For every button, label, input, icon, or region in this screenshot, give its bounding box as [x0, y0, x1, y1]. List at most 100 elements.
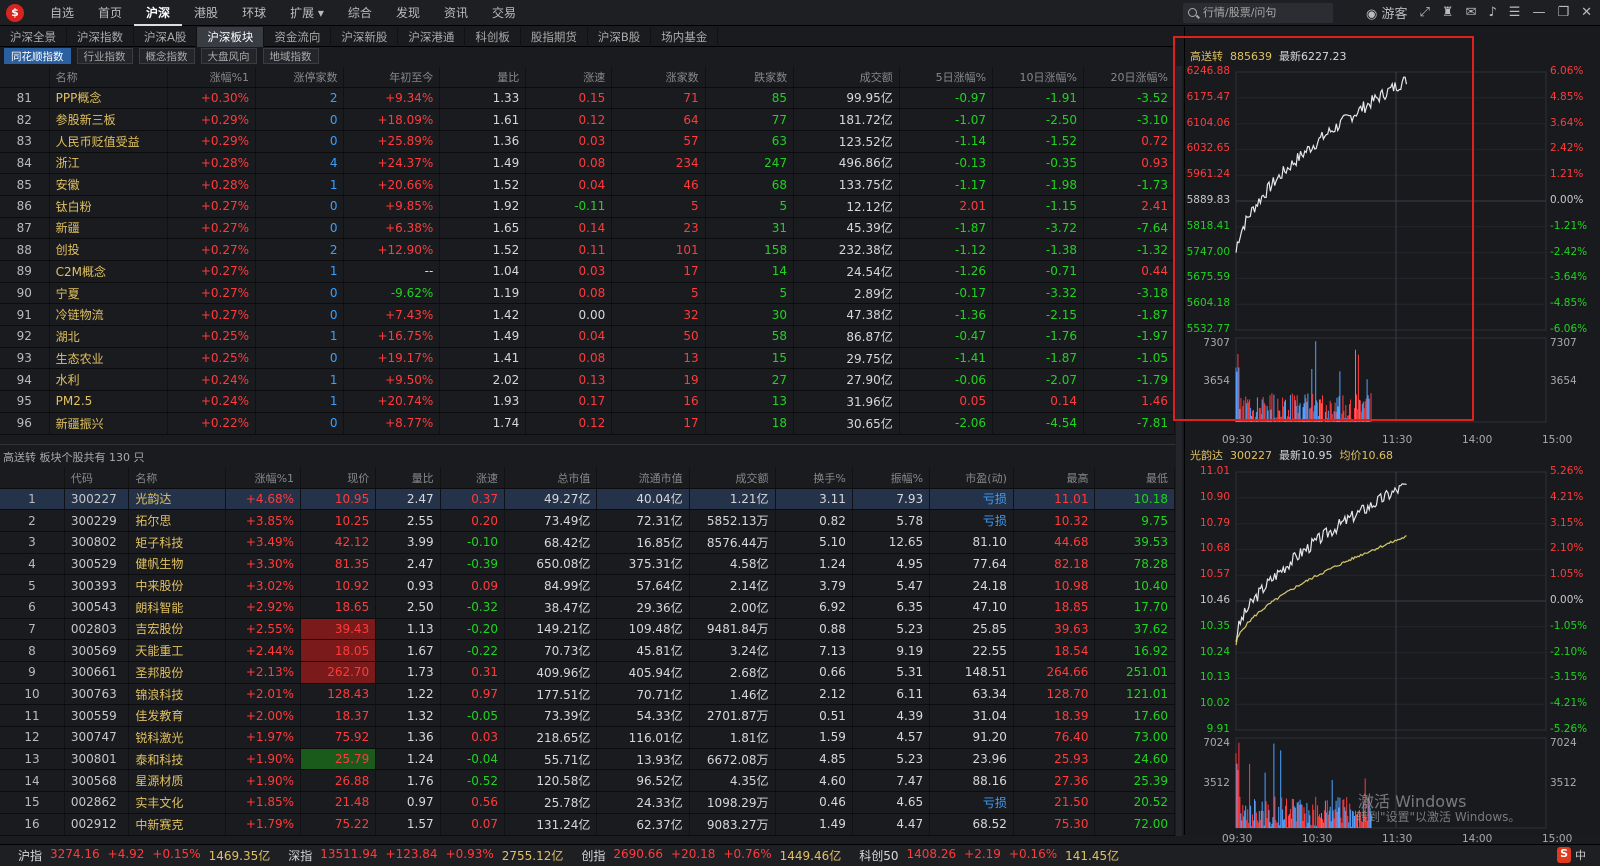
column-header[interactable]: 跌家数	[705, 67, 795, 88]
nav-item[interactable]: 发现	[395, 5, 420, 20]
mail-icon[interactable]: ✉	[1465, 5, 1477, 20]
filter-tab[interactable]: 地域指数	[262, 48, 319, 64]
sector-row[interactable]: 90 宁夏 +0.27% 0 -9.62% 1.19 0.08 5 5 2.89亿 -0.17 -3.…	[0, 282, 1176, 305]
stock-row[interactable]: 12 300747 锐科激光 +1.97% 75.92 1.36 0.03 218.65亿 11…	[0, 726, 1175, 749]
nav-item[interactable]: 扩展 ▾	[290, 5, 324, 20]
column-header[interactable]: 最高	[1013, 468, 1096, 489]
nav-item[interactable]: 自选	[50, 5, 75, 20]
index-ticker[interactable]: 科创50 1408.26 +2.19 +0.16% 141.45亿	[859, 847, 1119, 864]
subtab[interactable]: 沪深指数	[67, 27, 134, 47]
search-input[interactable]: 行情/股票/问句	[1183, 3, 1333, 23]
scrollbar[interactable]	[1176, 66, 1182, 836]
subtab[interactable]: 沪深港通	[398, 27, 466, 47]
sogou-icon[interactable]: S	[1557, 847, 1571, 863]
user-icon[interactable]: ◉ 游客	[1366, 7, 1408, 22]
subtab[interactable]: 场内基金	[651, 27, 719, 47]
bell-icon[interactable]: ♪	[1488, 5, 1497, 20]
column-header[interactable]	[0, 468, 65, 489]
column-header[interactable]: 最低	[1094, 468, 1175, 489]
sector-row[interactable]: 87 新疆 +0.27% 0 +6.38% 1.65 0.14 23 31 45.39亿 -1.87…	[0, 217, 1176, 240]
column-header[interactable]: 换手%	[775, 468, 853, 489]
column-header[interactable]: 涨家数	[611, 67, 706, 88]
column-header[interactable]: 年初至今	[343, 67, 441, 88]
sector-row[interactable]: 85 安徽 +0.28% 1 +20.66% 1.52 0.04 46 68 133.75亿 -1.…	[0, 173, 1176, 196]
column-header[interactable]: 振幅%	[852, 468, 931, 489]
sector-row[interactable]: 95 PM2.5 +0.24% 1 +20.74% 1.93 0.17 16 13 31.96亿 0…	[0, 390, 1176, 413]
stock-row[interactable]: 2 300229 拓尔思 +3.85% 10.25 2.55 0.20 73.49亿 72.31…	[0, 509, 1175, 532]
column-header[interactable]: 名称	[49, 67, 168, 88]
column-header[interactable]: 涨停家数	[255, 67, 345, 88]
nav-item[interactable]: 沪深	[134, 0, 183, 26]
sector-row[interactable]: 89 C2M概念 +0.27% 1 -- 1.04 0.03 17 14 24.54亿 -1.26-…	[0, 260, 1176, 283]
stock-row[interactable]: 15 002862 实丰文化 +1.85% 21.48 0.97 0.56 25.78亿 24.…	[0, 791, 1175, 814]
stock-row[interactable]: 4 300529 健帆生物 +3.30% 81.35 2.47 -0.39 650.08亿 37…	[0, 553, 1175, 576]
subtab[interactable]: 沪深全景	[0, 27, 67, 47]
column-header[interactable]: 市盈(动)	[929, 468, 1014, 489]
column-header[interactable]: 10日涨幅%	[992, 67, 1084, 88]
nav-item[interactable]: 港股	[194, 5, 219, 20]
column-header[interactable]: 成交额	[793, 67, 900, 88]
column-header[interactable]: 5日涨幅%	[899, 67, 994, 88]
subtab[interactable]: 资金流向	[264, 27, 332, 47]
nav-item[interactable]: 综合	[347, 5, 372, 20]
stock-row[interactable]: 10 300763 锦浪科技 +2.01% 128.43 1.22 0.97 177.51亿 7…	[0, 683, 1175, 706]
sector-row[interactable]: 92 湖北 +0.25% 1 +16.75% 1.49 0.04 50 58 86.87亿 -0.4…	[0, 325, 1176, 348]
sector-row[interactable]: 86 钛白粉 +0.27% 0 +9.85% 1.92 -0.11 5 5 12.12亿 2.01-…	[0, 195, 1176, 218]
column-header[interactable]: 名称	[128, 468, 226, 489]
column-header[interactable]: 涨幅%1	[225, 468, 302, 489]
stock-row[interactable]: 5 300393 中来股份 +3.02% 10.92 0.93 0.09 84.99亿 57.6…	[0, 574, 1175, 597]
stock-row[interactable]: 11 300559 佳发教育 +2.00% 18.37 1.32 -0.05 73.39亿 54…	[0, 704, 1175, 728]
fullscreen-icon[interactable]: ⤢	[1419, 5, 1430, 20]
column-header[interactable]: 量比	[375, 468, 441, 489]
nav-item[interactable]: 首页	[98, 5, 123, 20]
stock-row[interactable]: 3 300802 矩子科技 +3.49% 42.12 3.99 -0.10 68.42亿 16.…	[0, 531, 1175, 554]
sector-row[interactable]: 94 水利 +0.24% 1 +9.50% 2.02 0.13 19 27 27.90亿 -0.06…	[0, 368, 1176, 392]
subtab[interactable]: 科创板	[465, 27, 521, 47]
column-header[interactable]: 成交额	[689, 468, 776, 489]
column-header[interactable]: 20日涨幅%	[1083, 67, 1176, 88]
index-ticker[interactable]: 深指 13511.94 +123.84 +0.93% 2755.12亿	[288, 847, 563, 864]
nav-item[interactable]: 资讯	[443, 5, 468, 20]
restore-icon[interactable]: ❐	[1557, 5, 1570, 20]
sector-row[interactable]: 91 冷链物流 +0.27% 0 +7.43% 1.42 0.00 32 30 47.38亿 -1.…	[0, 303, 1176, 327]
sector-row[interactable]: 93 生态农业 +0.25% 0 +19.17% 1.41 0.08 13 15 29.75亿 -1…	[0, 347, 1176, 370]
nav-item[interactable]: 交易	[491, 5, 516, 20]
column-header[interactable]	[0, 67, 50, 88]
menu-icon[interactable]: ☰	[1508, 5, 1521, 20]
ime-label[interactable]: 中	[1575, 849, 1586, 862]
close-icon[interactable]: ✕	[1581, 5, 1592, 20]
filter-tab[interactable]: 同花顺指数	[4, 48, 71, 64]
sector-row[interactable]: 84 浙江 +0.28% 4 +24.37% 1.49 0.08 234 247 496.86亿 -…	[0, 152, 1176, 175]
filter-tab[interactable]: 概念指数	[138, 48, 195, 64]
stock-row[interactable]: 6 300543 朗科智能 +2.92% 18.65 2.50 -0.32 38.47亿 29.…	[0, 596, 1175, 619]
subtab[interactable]: 沪深板块	[197, 27, 265, 47]
filter-tab[interactable]: 行业指数	[76, 48, 133, 64]
sector-row[interactable]: 88 创投 +0.27% 2 +12.90% 1.52 0.11 101 158 232.38亿 -…	[0, 238, 1176, 261]
nav-item[interactable]: 环球	[242, 5, 267, 20]
stock-row[interactable]: 16 002912 中新赛克 +1.79% 75.22 1.57 0.07 131.24亿 62…	[0, 813, 1175, 836]
column-header[interactable]: 现价	[300, 468, 377, 489]
sector-row[interactable]: 82 参股新三板 +0.29% 0 +18.09% 1.61 0.12 64 77 181.72亿…	[0, 108, 1176, 131]
index-ticker[interactable]: 创指 2690.66 +20.18 +0.76% 1449.46亿	[581, 847, 841, 864]
column-header[interactable]: 涨幅%1	[167, 67, 257, 88]
subtab[interactable]: 沪深B股	[588, 27, 652, 47]
skin-icon[interactable]: ♜	[1441, 5, 1454, 20]
column-header[interactable]: 涨速	[525, 67, 613, 88]
stock-row[interactable]: 7 002803 吉宏股份 +2.55% 39.43 1.13 -0.20 149.21亿 10…	[0, 618, 1175, 641]
stock-row[interactable]: 8 300569 天能重工 +2.44% 18.05 1.67 -0.22 70.73亿 45.…	[0, 639, 1175, 662]
subtab[interactable]: 沪深新股	[331, 27, 399, 47]
sector-row[interactable]: 96 新疆振兴 +0.22% 0 +8.77% 1.74 0.12 17 18 30.65亿 -2.…	[0, 412, 1176, 435]
column-header[interactable]: 总市值	[504, 468, 598, 489]
stock-row[interactable]: 9 300661 圣邦股份 +2.13% 262.70 1.73 0.31 409.96亿 40…	[0, 661, 1175, 684]
column-header[interactable]: 流通市值	[596, 468, 690, 489]
sector-row[interactable]: 83 人民币贬值受益 +0.29% 0 +25.89% 1.36 0.03 57 63 123.5…	[0, 130, 1176, 153]
column-header[interactable]: 量比	[439, 67, 527, 88]
sector-row[interactable]: 81 PPP概念 +0.30% 2 +9.34% 1.33 0.15 71 85 99.95亿 -0…	[0, 87, 1176, 110]
stock-row[interactable]: 13 300801 泰和科技 +1.90% 25.79 1.24 -0.04 55.71亿 13…	[0, 748, 1175, 771]
subtab[interactable]: 股指期货	[521, 27, 588, 47]
app-logo-icon[interactable]: $	[6, 3, 24, 22]
filter-tab[interactable]: 大盘风向	[200, 48, 257, 64]
index-ticker[interactable]: 沪指 3274.16 +4.92 +0.15% 1469.35亿	[18, 847, 270, 864]
stock-row[interactable]: 14 300568 星源材质 +1.90% 26.88 1.76 -0.52 120.58亿 9…	[0, 769, 1175, 793]
column-header[interactable]: 代码	[64, 468, 130, 489]
